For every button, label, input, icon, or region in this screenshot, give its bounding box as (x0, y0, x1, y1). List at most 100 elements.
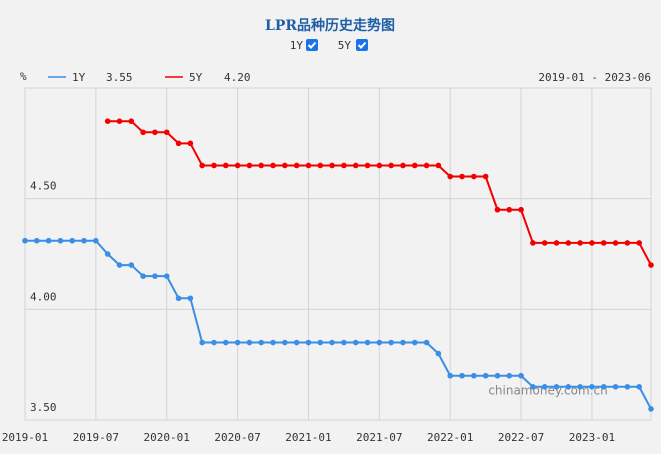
data-point (411, 339, 418, 346)
toggle-label: 1Y (290, 39, 304, 52)
data-point (282, 339, 288, 346)
data-point (600, 384, 607, 390)
data-point (518, 206, 524, 213)
data-point (471, 372, 477, 379)
data-point (447, 372, 454, 379)
x-tick-label: 2021-07 (356, 431, 402, 444)
data-point (140, 273, 146, 279)
data-point (376, 162, 383, 169)
data-point (163, 129, 170, 136)
x-tick-label: 2022-07 (498, 431, 544, 444)
data-point (222, 162, 229, 169)
data-point (222, 339, 229, 346)
data-point (423, 339, 430, 346)
data-point (435, 162, 442, 169)
data-point (282, 162, 288, 169)
data-point (530, 240, 536, 246)
data-point (69, 237, 76, 244)
data-point (258, 339, 265, 346)
y-tick-label: 4.00 (30, 290, 57, 303)
data-point (565, 240, 572, 246)
y-tick-label: 4.50 (30, 180, 57, 193)
data-point (305, 339, 312, 346)
data-point (234, 162, 241, 169)
data-point (341, 162, 347, 169)
data-point (648, 406, 654, 412)
data-point (199, 162, 205, 169)
data-point (116, 262, 123, 268)
data-point (128, 262, 135, 268)
data-point (329, 162, 335, 169)
data-point (175, 140, 182, 147)
data-point (22, 237, 28, 244)
data-point (376, 339, 383, 346)
data-point (506, 206, 513, 213)
chart-title: LPR品种历史走势图 (265, 17, 395, 34)
data-point (364, 162, 371, 169)
y-unit: % (20, 70, 27, 83)
data-point (494, 372, 501, 379)
data-point (199, 339, 205, 346)
data-point (128, 118, 135, 124)
data-point (400, 339, 406, 346)
data-point (447, 173, 454, 180)
data-point (600, 240, 607, 246)
data-point (624, 384, 631, 390)
x-tick-label: 2021-01 (285, 431, 331, 444)
legend-label: 5Y (189, 71, 203, 84)
data-point (57, 237, 64, 244)
data-point (541, 384, 548, 390)
data-point (317, 339, 324, 346)
data-point (81, 237, 87, 244)
data-point (400, 162, 406, 169)
data-point (624, 240, 631, 246)
data-point (211, 339, 217, 346)
data-point (116, 118, 123, 124)
data-point (388, 162, 394, 169)
data-point (494, 206, 501, 213)
data-point (34, 237, 40, 244)
data-point (636, 384, 642, 390)
data-point (530, 384, 536, 390)
data-point (541, 240, 548, 246)
data-point (175, 295, 182, 302)
legend-value: 3.55 (106, 71, 133, 84)
data-point (506, 372, 513, 379)
data-point (246, 162, 253, 169)
x-tick-label: 2019-01 (2, 431, 48, 444)
data-point (341, 339, 347, 346)
data-point (612, 240, 619, 246)
data-point (152, 273, 158, 279)
data-point (411, 162, 418, 169)
data-point (553, 240, 560, 246)
x-tick-label: 2019-07 (73, 431, 119, 444)
data-point (270, 162, 276, 169)
data-point (459, 372, 465, 379)
y-tick-label: 3.50 (30, 401, 57, 414)
data-point (270, 339, 276, 346)
data-point (423, 162, 430, 169)
plot-area (24, 87, 652, 421)
data-point (104, 251, 111, 257)
data-point (234, 339, 241, 346)
data-point (140, 129, 146, 136)
x-tick-label: 2020-01 (144, 431, 190, 444)
data-point (293, 339, 300, 346)
data-point (329, 339, 335, 346)
data-point (577, 240, 583, 246)
data-point (211, 162, 217, 169)
data-point (187, 295, 194, 302)
legend-value: 4.20 (224, 71, 251, 84)
legend-label: 1Y (72, 71, 86, 84)
date-range: 2019-01 - 2023-06 (538, 71, 651, 84)
check-icon (357, 41, 367, 49)
data-point (293, 162, 300, 169)
data-point (352, 162, 359, 169)
data-point (589, 384, 595, 390)
data-point (565, 384, 572, 390)
data-point (364, 339, 371, 346)
data-point (317, 162, 324, 169)
data-point (104, 118, 111, 124)
data-point (577, 384, 583, 390)
check-icon (307, 41, 317, 49)
